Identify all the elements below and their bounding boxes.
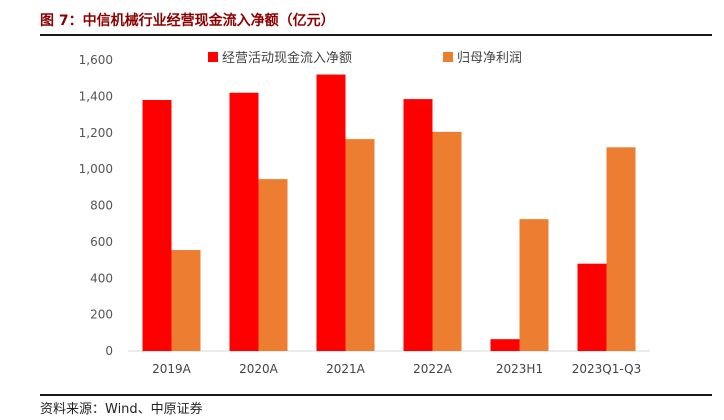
y-axis-ticks: 0 200 400 600 800 1,000 1,200 1,400 1,600 xyxy=(79,53,113,358)
bar-net-profit xyxy=(519,219,549,351)
bar-net-profit xyxy=(258,179,288,351)
y-tick-label: 1,200 xyxy=(79,126,113,140)
y-tick-label: 600 xyxy=(90,235,113,249)
bar-operating-cash-flow xyxy=(316,74,346,352)
bar-net-profit xyxy=(171,250,201,351)
legend-swatch-net-profit xyxy=(443,52,453,62)
bar-net-profit xyxy=(606,147,636,351)
y-tick-label: 1,600 xyxy=(79,53,113,67)
source-note: 资料来源：Wind、中原证券 xyxy=(40,402,203,417)
bar-net-profit xyxy=(432,131,462,351)
top-rule xyxy=(40,34,712,36)
bar-operating-cash-flow xyxy=(403,99,433,352)
legend-label-net-profit: 归母净利润 xyxy=(457,51,522,66)
x-tick-label: 2023Q1-Q3 xyxy=(572,362,641,376)
bottom-rule xyxy=(40,394,712,396)
x-tick-label: 2022A xyxy=(413,362,453,376)
x-axis-ticks: 2019A 2020A 2021A 2022A 2023H1 2023Q1-Q3 xyxy=(152,362,641,376)
bar-operating-cash-flow xyxy=(229,92,259,352)
title-row: 图 7：中信机械行业经营现金流入净额（亿元） xyxy=(40,6,712,32)
y-tick-label: 200 xyxy=(90,308,113,322)
legend-swatch-operating-cash-flow xyxy=(208,52,218,62)
legend: 经营活动现金流入净额 归母净利润 xyxy=(208,50,522,66)
bar-operating-cash-flow xyxy=(142,100,172,351)
y-tick-label: 400 xyxy=(90,271,113,285)
x-tick-label: 2020A xyxy=(239,362,279,376)
y-tick-label: 1,000 xyxy=(79,162,113,176)
x-tick-label: 2021A xyxy=(326,362,366,376)
bar-operating-cash-flow xyxy=(577,263,607,351)
y-tick-label: 800 xyxy=(90,199,113,213)
x-tick-label: 2019A xyxy=(152,362,192,376)
chart-title: 图 7：中信机械行业经营现金流入净额（亿元） xyxy=(40,13,335,29)
bar-net-profit xyxy=(345,139,375,351)
y-tick-label: 0 xyxy=(105,344,113,358)
bar-operating-cash-flow xyxy=(490,339,520,351)
legend-label-operating-cash-flow: 经营活动现金流入净额 xyxy=(222,50,352,66)
x-tick-label: 2023H1 xyxy=(496,362,543,376)
y-tick-label: 1,400 xyxy=(79,89,113,103)
bars xyxy=(142,74,636,352)
